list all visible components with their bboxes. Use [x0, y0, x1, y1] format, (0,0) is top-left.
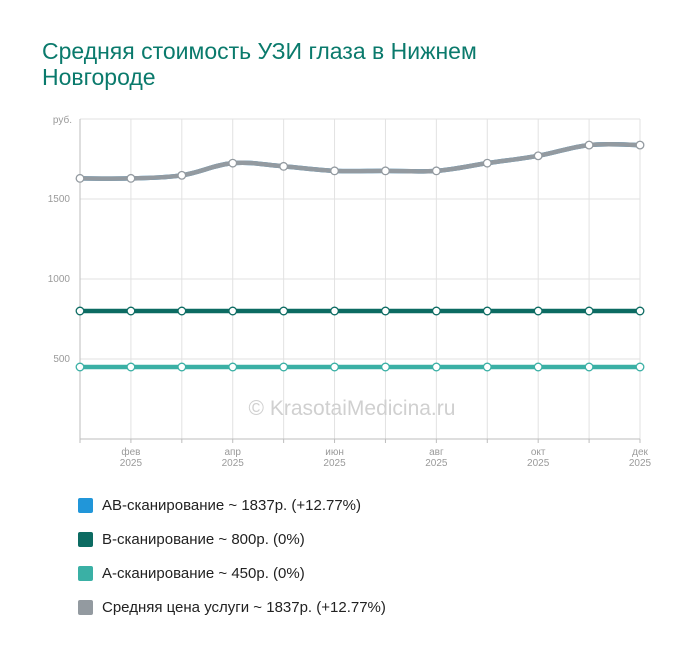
chart-title: Средняя стоимость УЗИ глаза в Нижнем Нов… [42, 38, 477, 90]
data-point-b-scan [177, 306, 187, 316]
data-point-a-scan [126, 362, 136, 372]
data-point-average-price [431, 166, 441, 176]
legend-label-ab-scan: AB-сканирование ~ 1837р. (+12.77%) [102, 496, 361, 514]
data-point-b-scan [635, 306, 645, 316]
data-point-b-scan [75, 306, 85, 316]
series-line-average-price [77, 141, 643, 181]
line-chart: 50010001500руб.фев2025апр2025июн2025авг2… [48, 114, 652, 469]
data-point-average-price [279, 161, 289, 171]
data-point-a-scan [177, 362, 187, 372]
data-point-a-scan [228, 362, 238, 372]
legend-label-average-price: Средняя цена услуги ~ 1837р. (+12.77%) [102, 598, 386, 616]
legend-swatch-b-scan [78, 531, 93, 547]
x-tick-label-year: 2025 [527, 458, 550, 469]
legend-label-a-scan: A-сканирование ~ 450р. (0%) [102, 564, 305, 582]
data-point-a-scan [279, 362, 289, 372]
x-tick-label-year: 2025 [323, 458, 346, 469]
data-point-average-price [177, 170, 187, 180]
chart-legend: AB-сканирование ~ 1837р. (+12.77%) B-ска… [78, 488, 386, 624]
data-point-b-scan [584, 306, 594, 316]
data-point-a-scan [533, 362, 543, 372]
data-point-b-scan [533, 306, 543, 316]
x-tick-label-year: 2025 [629, 458, 652, 469]
data-point-b-scan [126, 306, 136, 316]
data-point-a-scan [75, 362, 85, 372]
legend-item-a-scan[interactable]: A-сканирование ~ 450р. (0%) [78, 556, 386, 590]
x-tick-label-month: авг [429, 447, 444, 458]
x-tick-label-month: окт [531, 447, 546, 458]
x-tick-label-year: 2025 [222, 458, 245, 469]
series-line-ab-scan [77, 141, 643, 181]
legend-swatch-ab-scan [78, 497, 93, 513]
data-point-b-scan [482, 306, 492, 316]
data-point-average-price [75, 173, 85, 183]
data-point-average-price [533, 151, 543, 161]
legend-label-b-scan: B-сканирование ~ 800р. (0%) [102, 530, 305, 548]
legend-item-ab-scan[interactable]: AB-сканирование ~ 1837р. (+12.77%) [78, 488, 386, 522]
data-point-b-scan [228, 306, 238, 316]
data-point-b-scan [279, 306, 289, 316]
data-point-average-price [126, 173, 136, 183]
legend-item-average-price[interactable]: Средняя цена услуги ~ 1837р. (+12.77%) [78, 590, 386, 624]
legend-swatch-a-scan [78, 565, 93, 581]
x-tick-label-month: фев [121, 446, 140, 458]
x-tick-label-month: дек [632, 447, 648, 458]
data-point-average-price [330, 166, 339, 176]
y-tick-label: 500 [53, 354, 70, 365]
data-point-a-scan [330, 362, 339, 372]
y-tick-label: 1500 [48, 194, 71, 205]
legend-swatch-average-price [78, 599, 93, 615]
x-tick-label-month: июн [325, 447, 344, 458]
data-point-b-scan [330, 306, 339, 316]
data-point-a-scan [381, 362, 390, 372]
data-point-a-scan [584, 362, 594, 372]
x-tick-label-year: 2025 [425, 458, 448, 469]
data-point-b-scan [381, 306, 390, 316]
data-point-average-price [584, 140, 594, 150]
x-tick-label-month: апр [224, 447, 241, 458]
data-point-a-scan [431, 362, 441, 372]
y-unit-label: руб. [53, 114, 72, 126]
watermark-text: © KrasotaiMedicina.ru [249, 397, 456, 420]
legend-item-b-scan[interactable]: B-сканирование ~ 800р. (0%) [78, 522, 386, 556]
y-tick-label: 1000 [48, 274, 71, 285]
data-point-a-scan [482, 362, 492, 372]
data-point-average-price [381, 166, 390, 176]
data-point-a-scan [635, 362, 645, 372]
data-point-average-price [635, 140, 645, 150]
data-point-b-scan [431, 306, 441, 316]
x-tick-label-year: 2025 [120, 458, 143, 469]
data-point-average-price [228, 158, 238, 168]
data-point-average-price [482, 158, 492, 168]
